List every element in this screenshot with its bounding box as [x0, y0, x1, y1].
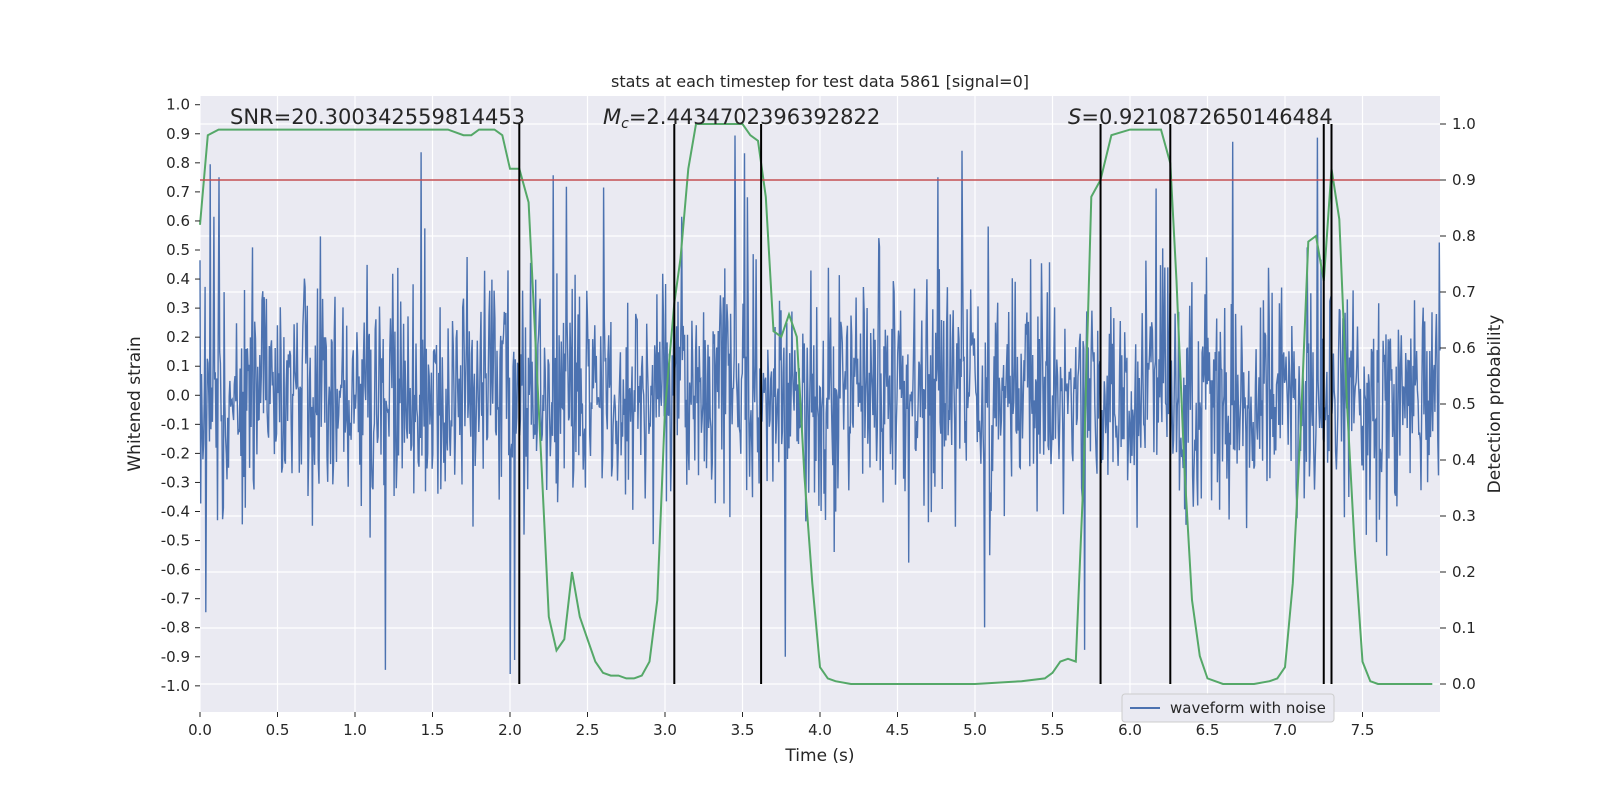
right-tick-label: 1.0 [1452, 115, 1476, 133]
right-tick-label: 0.2 [1452, 563, 1476, 581]
x-tick-label: 1.5 [421, 721, 445, 739]
chirp-mass-annotation: Mc=2.4434702396392822 [603, 105, 880, 132]
left-tick-label: -0.8 [161, 619, 190, 637]
left-axis: 1.0 0.9 0.8 0.7 0.6 0.5 0.4 0.3 0.2 0.1 0.0 -0.1 -0.… [161, 96, 200, 695]
x-tick-label: 0.0 [188, 721, 212, 739]
x-tick-label: 2.0 [498, 721, 522, 739]
x-axis-label: Time (s) [784, 746, 854, 766]
probability-line [199, 123, 1433, 685]
left-tick-label: -0.7 [161, 590, 190, 608]
left-tick-label: 0.1 [166, 357, 190, 375]
x-tick-label: 6.5 [1196, 721, 1220, 739]
y-axis-label: Whitened strain [125, 336, 145, 471]
chirp-mass-value: =2.4434702396392822 [629, 105, 880, 129]
legend-box [1121, 693, 1335, 723]
probability-series [199, 123, 1433, 685]
left-tick-label: -0.9 [161, 648, 190, 666]
left-tick-label: 0.0 [166, 386, 190, 404]
waveform-line [199, 135, 1441, 675]
chirp-mass-subscript: c [621, 116, 629, 132]
x-tick-label: 3.0 [653, 721, 677, 739]
spin-annotation: S=0.9210872650146484 [1068, 105, 1333, 129]
right-tick-label: 0.3 [1452, 507, 1476, 525]
left-tick-label: -0.4 [161, 503, 190, 521]
right-tick-label: 0.5 [1452, 395, 1476, 413]
left-tick-label: 0.7 [166, 183, 190, 201]
x-tick-label: 2.5 [576, 721, 600, 739]
right-tick-label: 0.4 [1452, 451, 1476, 469]
left-tick-label: 1.0 [166, 96, 190, 114]
x-tick-label: 7.5 [1351, 721, 1375, 739]
left-tick-label: 0.2 [166, 328, 190, 346]
waveform-series [199, 135, 1441, 675]
left-tick-label: 0.4 [166, 270, 190, 288]
right-tick-label: 0.8 [1452, 227, 1476, 245]
x-tick-label: 1.0 [343, 721, 367, 739]
x-tick-label: 6.0 [1118, 721, 1142, 739]
right-tick-label: 0.1 [1452, 619, 1476, 637]
chart-title: stats at each timestep for test data 586… [611, 72, 1029, 91]
x-tick-label: 5.0 [963, 721, 987, 739]
right-axis-label: Detection probability [1485, 315, 1505, 494]
left-tick-label: 0.6 [166, 212, 190, 230]
right-tick-label: 0.7 [1452, 283, 1476, 301]
left-tick-label: -0.3 [161, 473, 190, 491]
left-tick-label: 0.8 [166, 154, 190, 172]
chirp-mass-symbol: M [603, 105, 621, 129]
x-axis: 0.0 0.5 1.0 1.5 2.0 2.5 3.0 3.5 4.0 4.5 5.0 5.5 6.0 6… [188, 712, 1374, 739]
left-tick-label: 0.3 [166, 299, 190, 317]
left-tick-label: -0.5 [161, 532, 190, 550]
x-tick-label: 3.5 [731, 721, 755, 739]
left-tick-label: -0.1 [161, 415, 190, 433]
left-tick-label: 0.9 [166, 125, 190, 143]
x-tick-label: 0.5 [266, 721, 290, 739]
spin-symbol: S [1068, 105, 1081, 129]
spin-value: =0.9210872650146484 [1081, 105, 1332, 129]
x-tick-label: 4.5 [886, 721, 910, 739]
left-tick-label: -0.6 [161, 561, 190, 579]
right-tick-label: 0.9 [1452, 171, 1476, 189]
right-tick-label: 0.6 [1452, 339, 1476, 357]
right-axis: 1.0 0.9 0.8 0.7 0.6 0.5 0.4 0.3 0.2 0.1 0.0 [1440, 115, 1476, 693]
left-tick-label: 0.5 [166, 241, 190, 259]
left-tick-label: -0.2 [161, 444, 190, 462]
event-boundaries [518, 124, 1333, 684]
legend: waveform with noise [1121, 693, 1335, 723]
legend-waveform-label: waveform with noise [1170, 699, 1326, 717]
snr-annotation: SNR=20.300342559814453 [230, 105, 525, 129]
x-tick-label: 4.0 [808, 721, 832, 739]
right-tick-label: 0.0 [1452, 675, 1476, 693]
x-tick-label: 7.0 [1273, 721, 1297, 739]
x-tick-label: 5.5 [1041, 721, 1065, 739]
left-tick-label: -1.0 [161, 677, 190, 695]
